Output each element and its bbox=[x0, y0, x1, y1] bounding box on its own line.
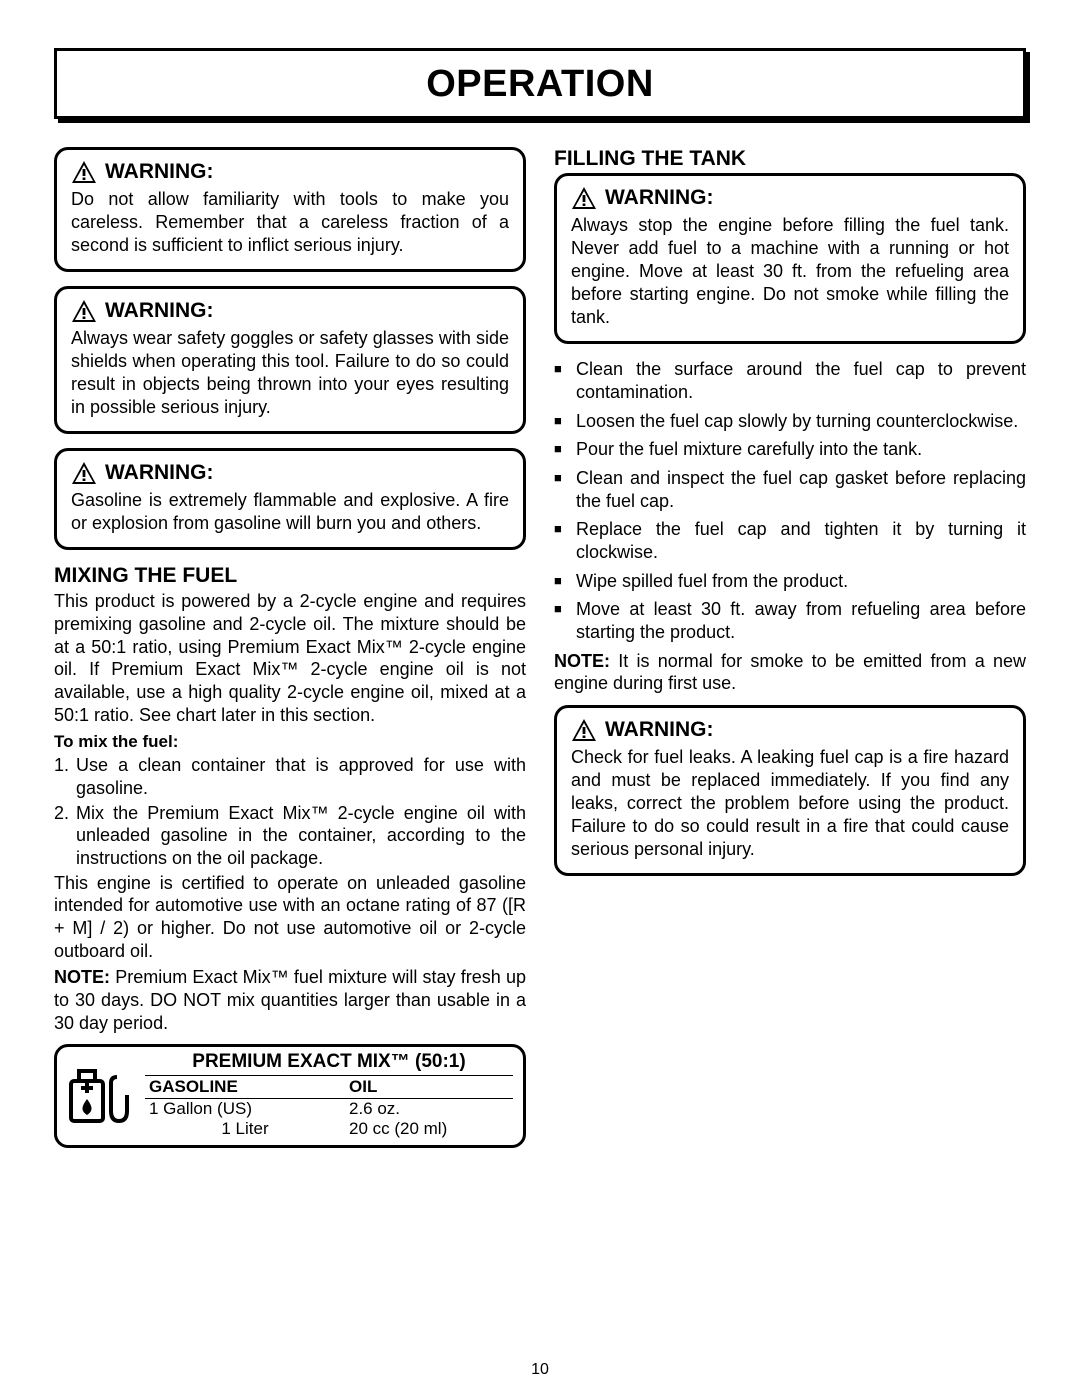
mix-row-2: 1 Liter 20 cc (20 ml) bbox=[145, 1119, 513, 1139]
warning-icon bbox=[571, 718, 597, 742]
note-label: NOTE: bbox=[54, 967, 110, 987]
warning-icon bbox=[71, 160, 97, 184]
warning-text: Gasoline is extremely flammable and expl… bbox=[71, 489, 509, 535]
warning-box-5: WARNING: Check for fuel leaks. A leaking… bbox=[554, 705, 1026, 876]
warning-header: WARNING: bbox=[71, 299, 509, 323]
warning-icon bbox=[71, 461, 97, 485]
warning-text: Always stop the engine before filling th… bbox=[571, 214, 1009, 329]
left-column: WARNING: Do not allow familiarity with t… bbox=[54, 147, 526, 1148]
bullet-7: Move at least 30 ft. away from refueling… bbox=[554, 598, 1026, 643]
warning-label: WARNING: bbox=[105, 160, 214, 184]
step-1: Use a clean container that is approved f… bbox=[54, 754, 526, 799]
cell-oil-2: 20 cc (20 ml) bbox=[345, 1119, 513, 1139]
content-columns: WARNING: Do not allow familiarity with t… bbox=[54, 147, 1026, 1148]
warning-icon bbox=[71, 299, 97, 323]
step-2: Mix the Premium Exact Mix™ 2-cycle engin… bbox=[54, 802, 526, 870]
warning-box-3: WARNING: Gasoline is extremely flammable… bbox=[54, 448, 526, 550]
page-number: 10 bbox=[0, 1361, 1080, 1379]
bullet-5: Replace the fuel cap and tighten it by t… bbox=[554, 518, 1026, 563]
warning-box-2: WARNING: Always wear safety goggles or s… bbox=[54, 286, 526, 434]
filling-bullets: Clean the surface around the fuel cap to… bbox=[554, 358, 1026, 643]
fuel-mix-icon bbox=[67, 1065, 129, 1127]
col-gasoline: GASOLINE bbox=[145, 1076, 345, 1098]
mixing-p1: This product is powered by a 2-cycle eng… bbox=[54, 590, 526, 726]
note-text: It is normal for smoke to be emitted fro… bbox=[554, 651, 1026, 694]
bullet-6: Wipe spilled fuel from the product. bbox=[554, 570, 1026, 593]
bullet-4: Clean and inspect the fuel cap gasket be… bbox=[554, 467, 1026, 512]
mix-row-1: 1 Gallon (US) 2.6 oz. bbox=[145, 1099, 513, 1119]
note-label: NOTE: bbox=[554, 651, 610, 671]
mix-table: PREMIUM EXACT MIX™ (50:1) GASOLINE OIL 1… bbox=[54, 1044, 526, 1148]
mixing-sub: To mix the fuel: bbox=[54, 732, 526, 752]
warning-label: WARNING: bbox=[605, 718, 714, 742]
mix-table-headers: GASOLINE OIL bbox=[145, 1076, 513, 1099]
warning-text: Always wear safety goggles or safety gla… bbox=[71, 327, 509, 419]
engine-note: NOTE: It is normal for smoke to be emitt… bbox=[554, 650, 1026, 695]
warning-header: WARNING: bbox=[571, 718, 1009, 742]
bullet-2: Loosen the fuel cap slowly by turning co… bbox=[554, 410, 1026, 433]
mix-table-title: PREMIUM EXACT MIX™ (50:1) bbox=[145, 1051, 513, 1076]
warning-label: WARNING: bbox=[605, 186, 714, 210]
mix-icon-cell bbox=[57, 1047, 139, 1145]
note-text: Premium Exact Mix™ fuel mixture will sta… bbox=[54, 967, 526, 1032]
mixing-steps: Use a clean container that is approved f… bbox=[54, 754, 526, 869]
warning-icon bbox=[571, 186, 597, 210]
mixing-heading: MIXING THE FUEL bbox=[54, 564, 526, 588]
page-title-box: OPERATION bbox=[54, 48, 1026, 119]
warning-text: Do not allow familiarity with tools to m… bbox=[71, 188, 509, 257]
warning-label: WARNING: bbox=[105, 461, 214, 485]
warning-box-4: WARNING: Always stop the engine before f… bbox=[554, 173, 1026, 344]
warning-label: WARNING: bbox=[105, 299, 214, 323]
warning-header: WARNING: bbox=[71, 461, 509, 485]
bullet-1: Clean the surface around the fuel cap to… bbox=[554, 358, 1026, 403]
warning-box-1: WARNING: Do not allow familiarity with t… bbox=[54, 147, 526, 272]
warning-header: WARNING: bbox=[571, 186, 1009, 210]
mixing-note: NOTE: Premium Exact Mix™ fuel mixture wi… bbox=[54, 966, 526, 1034]
right-column: FILLING THE TANK WARNING: Always stop th… bbox=[554, 147, 1026, 1148]
col-oil: OIL bbox=[345, 1076, 513, 1098]
warning-text: Check for fuel leaks. A leaking fuel cap… bbox=[571, 746, 1009, 861]
cell-gas-1: 1 Gallon (US) bbox=[145, 1099, 345, 1119]
filling-heading: FILLING THE TANK bbox=[554, 147, 1026, 171]
page-title: OPERATION bbox=[57, 63, 1023, 106]
cell-gas-2: 1 Liter bbox=[145, 1119, 345, 1139]
bullet-3: Pour the fuel mixture carefully into the… bbox=[554, 438, 1026, 461]
warning-header: WARNING: bbox=[71, 160, 509, 184]
mixing-p2: This engine is certified to operate on u… bbox=[54, 872, 526, 963]
mix-table-content: PREMIUM EXACT MIX™ (50:1) GASOLINE OIL 1… bbox=[139, 1047, 523, 1145]
cell-oil-1: 2.6 oz. bbox=[345, 1099, 513, 1119]
